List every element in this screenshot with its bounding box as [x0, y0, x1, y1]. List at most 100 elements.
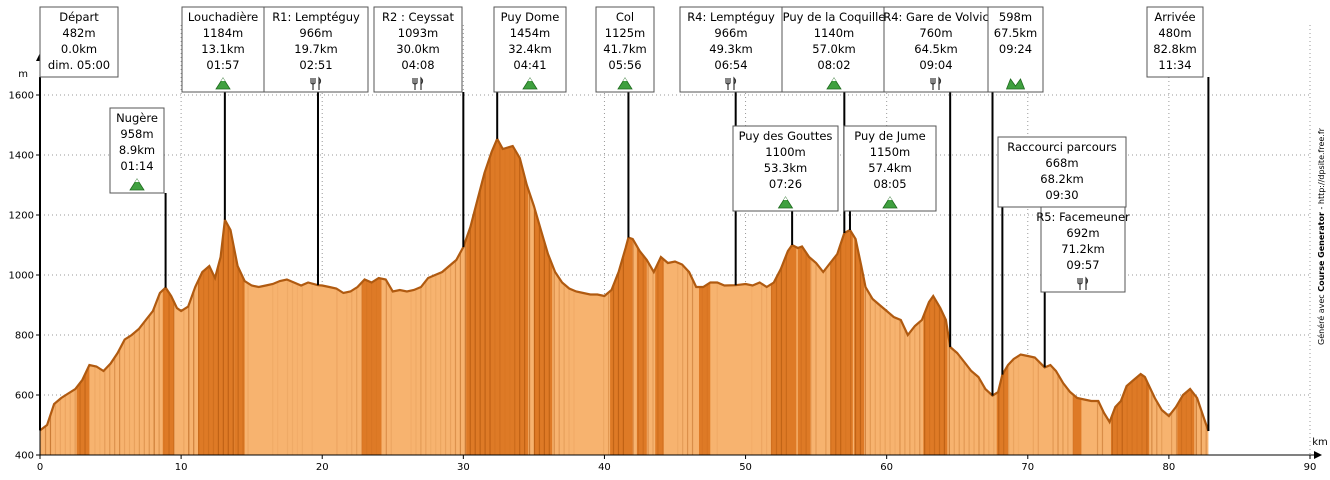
x-axis-arrow — [1314, 451, 1322, 459]
profile-stripe — [701, 138, 704, 455]
x-tick-label: 90 — [1304, 462, 1317, 473]
profile-stripe — [662, 138, 664, 455]
profile-stripe — [914, 138, 916, 455]
profile-stripe — [207, 138, 210, 455]
profile-stripe — [706, 138, 708, 455]
profile-stripe — [568, 138, 570, 455]
x-tick-label: 0 — [37, 462, 43, 473]
profile-stripe — [464, 138, 466, 455]
profile-stripe — [751, 138, 753, 455]
profile-stripe — [385, 138, 387, 455]
waypoint-distance: 13.1km — [201, 42, 244, 56]
waypoint-elevation: 1125m — [605, 26, 645, 40]
waypoint-marker: Puy de Jume 1150m 57.4km 08:05 — [843, 125, 937, 230]
waypoint-box — [373, 6, 463, 93]
profile-stripe — [879, 138, 881, 455]
knife-icon — [318, 76, 322, 90]
profile-stripe — [484, 138, 486, 455]
y-tick-label: 1000 — [9, 271, 34, 282]
profile-stripe — [499, 138, 501, 455]
profile-stripe — [449, 138, 452, 455]
profile-stripe — [193, 138, 195, 455]
profile-stripe — [44, 138, 47, 455]
profile-stripe — [361, 138, 363, 455]
profile-stripe — [479, 138, 481, 455]
waypoint-time: 01:14 — [120, 159, 153, 173]
waypoint-name: Départ — [59, 10, 99, 24]
profile-stripe — [933, 138, 936, 455]
waypoint-distance: 71.2km — [1061, 242, 1104, 256]
profile-stripe — [410, 138, 412, 455]
waypoint-elevation: 692m — [1066, 226, 1099, 240]
profile-stripe — [1131, 138, 1133, 455]
x-tick-label: 40 — [598, 462, 611, 473]
x-tick-label: 50 — [739, 462, 752, 473]
waypoint-elevation: 668m — [1045, 156, 1078, 170]
profile-stripe — [766, 138, 768, 455]
waypoint-distance: 41.7km — [603, 42, 646, 56]
x-tick-label: 20 — [316, 462, 329, 473]
profile-stripe — [217, 138, 219, 455]
waypoint-marker: Nugère 958m 8.9km 01:14 — [109, 107, 167, 288]
knife-icon — [938, 76, 942, 90]
y-tick-label: 400 — [15, 451, 34, 462]
profile-stripe — [622, 138, 624, 455]
profile-stripe — [647, 138, 649, 455]
profile-stripe — [168, 138, 170, 455]
y-tick-label: 800 — [15, 331, 34, 342]
profile-stripe — [919, 138, 921, 455]
profile-stripe — [983, 138, 985, 455]
profile-stripe — [652, 138, 654, 455]
profile-stripe — [864, 138, 866, 455]
profile-stripe — [365, 138, 368, 455]
profile-stripe — [924, 138, 926, 455]
profile-stripe — [716, 138, 718, 455]
profile-stripe — [99, 138, 101, 455]
waypoint-name: Louchadière — [188, 10, 258, 24]
knife-icon — [420, 76, 424, 90]
profile-stripe — [1151, 138, 1153, 455]
steep-segment — [76, 138, 90, 455]
profile-stripe — [301, 138, 303, 455]
profile-stripe — [420, 138, 422, 455]
summit-icon — [777, 196, 794, 209]
summit-icon — [215, 77, 231, 90]
profile-stripe — [84, 138, 86, 455]
waypoint-time: dim. 05:00 — [48, 58, 110, 72]
profile-stripe — [548, 138, 550, 455]
summit-snow — [888, 197, 892, 200]
profile-stripe — [54, 138, 57, 455]
waypoint-elevation: 1100m — [765, 145, 805, 159]
profile-stripe — [1008, 138, 1010, 455]
summit-snow — [528, 78, 532, 81]
waypoint-elevation: 1454m — [510, 26, 550, 40]
x-tick-label: 60 — [880, 462, 893, 473]
profile-stripe — [785, 138, 787, 455]
profile-stripe — [277, 138, 279, 455]
waypoint-marker: R4: Gare de Volvic 760m 64.5km 09:04 — [883, 6, 989, 347]
profile-stripe — [938, 138, 941, 455]
waypoint-name: R4: Lemptéguy — [687, 10, 775, 24]
profile-stripe — [74, 138, 76, 455]
summit-snow — [623, 78, 627, 81]
profile-stripe — [370, 138, 373, 455]
profile-stripe — [1012, 138, 1015, 455]
y-tick-label: 600 — [15, 391, 34, 402]
waypoint-elevation: 598m — [999, 10, 1032, 24]
waypoint-elevation: 1140m — [814, 26, 854, 40]
summit-icon — [826, 77, 842, 90]
profile-stripe — [188, 138, 190, 455]
profile-stripe — [845, 138, 847, 455]
profile-stripe — [929, 138, 931, 455]
profile-stripe — [770, 138, 773, 455]
waypoint-name: R4: Gare de Volvic — [883, 10, 989, 24]
profile-stripe — [854, 138, 857, 455]
fork-icon — [310, 78, 316, 90]
x-tick-label: 70 — [1021, 462, 1034, 473]
profile-stripe — [761, 138, 763, 455]
summit-snow — [832, 78, 836, 81]
profile-stripe — [869, 138, 871, 455]
waypoint-distance: 30.0km — [396, 42, 439, 56]
waypoint-time: 08:02 — [817, 58, 850, 72]
